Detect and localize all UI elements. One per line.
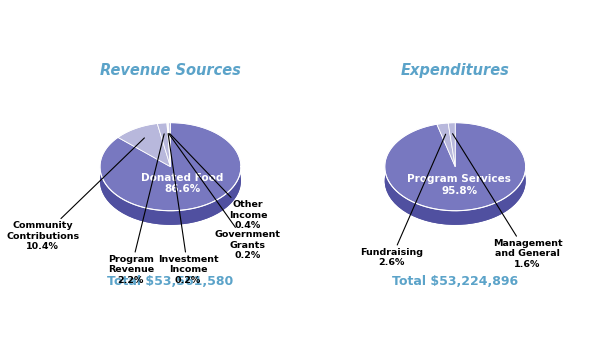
Polygon shape [169,122,171,167]
Polygon shape [167,122,171,167]
Text: Management
and General
1.6%: Management and General 1.6% [453,134,562,269]
Polygon shape [168,122,171,167]
Text: Other
Income
0.4%: Other Income 0.4% [170,134,267,230]
Polygon shape [100,122,241,211]
Text: Revenue Sources: Revenue Sources [100,63,241,78]
Text: Program
Revenue
2.2%: Program Revenue 2.2% [108,134,164,285]
Ellipse shape [385,137,526,225]
Text: Community
Contributions
10.4%: Community Contributions 10.4% [6,138,144,251]
Text: Government
Grants
0.2%: Government Grants 0.2% [169,134,281,260]
Text: Donated Food
86.6%: Donated Food 86.6% [141,173,224,194]
Polygon shape [100,122,241,225]
Text: Expenditures: Expenditures [401,63,510,78]
Polygon shape [437,123,455,167]
Polygon shape [448,122,455,167]
Text: Total $53,561,580: Total $53,561,580 [107,275,234,288]
Text: Program Services
95.8%: Program Services 95.8% [407,174,511,196]
Polygon shape [385,122,526,225]
Polygon shape [158,123,171,167]
Text: Investment
Income
0.2%: Investment Income 0.2% [158,134,219,285]
Ellipse shape [100,137,241,225]
Text: Fundraising
2.6%: Fundraising 2.6% [360,134,446,267]
Polygon shape [118,124,171,167]
Text: Total $53,224,896: Total $53,224,896 [392,275,518,288]
Polygon shape [385,122,526,211]
